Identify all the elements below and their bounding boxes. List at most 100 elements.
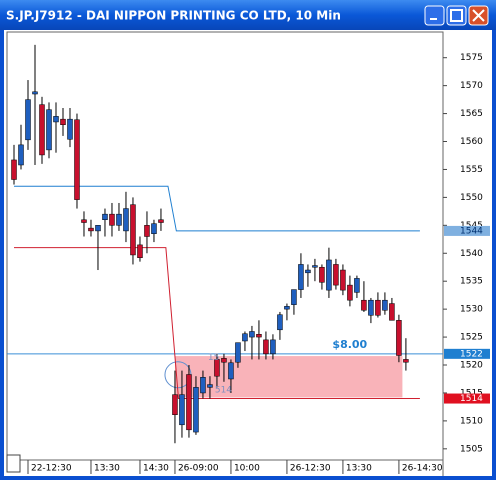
y-tick-label: 1570	[460, 81, 483, 91]
x-tick-label: 26-09:00	[178, 464, 219, 474]
candle-body	[382, 299, 388, 311]
candle-body	[249, 331, 255, 338]
candle-body	[277, 314, 283, 331]
x-tick-label: 22-12:30	[31, 464, 72, 474]
minimize-icon	[430, 18, 437, 20]
candle-body	[263, 339, 269, 355]
candle-body	[151, 223, 157, 234]
y-tick-label: 1535	[460, 277, 483, 287]
candle-body	[242, 333, 248, 342]
y-tick-label: 1550	[460, 193, 483, 203]
candle-body	[193, 387, 199, 433]
y-tick-label: 1510	[460, 416, 483, 426]
y-tick-label: 1540	[460, 249, 483, 259]
candle-body	[389, 303, 395, 321]
y-tick-label: 1525	[460, 333, 483, 343]
candle-body	[123, 208, 129, 232]
candle-body	[179, 394, 185, 426]
candle-body	[375, 299, 381, 316]
candle-body	[284, 306, 290, 310]
y-tick-label: 1520	[460, 361, 483, 371]
plot-layer: 1505 1510 1515 1520 1525 1530 1535 1540 1545 1550…	[7, 44, 490, 474]
candle-body	[95, 225, 101, 232]
level-label: 1522	[460, 349, 483, 359]
candle-body	[53, 116, 59, 123]
candle-body	[221, 358, 227, 363]
candle-body	[228, 362, 234, 380]
level-box	[444, 225, 490, 236]
candle-body	[67, 118, 73, 140]
indicator-line	[13, 247, 420, 400]
y-tick-label: 1505	[460, 444, 483, 454]
x-tick-label: 26-14:30	[402, 464, 443, 474]
candle-body	[116, 213, 122, 226]
window-title: S.JP.J7912 - DAI NIPPON PRINTING CO LTD,…	[6, 9, 341, 23]
level-label: 1544	[460, 226, 483, 236]
y-tick-label: 1565	[460, 109, 483, 119]
candle-body	[312, 265, 318, 268]
candle-body	[158, 219, 164, 223]
candle-body	[137, 244, 143, 258]
y-tick-label: 1515	[460, 388, 483, 398]
candle-body	[291, 289, 297, 305]
level-label: 1514	[460, 394, 483, 404]
candle-body	[46, 109, 52, 151]
candle-body	[25, 99, 31, 141]
annotation: $8.00	[332, 338, 367, 351]
candle-body	[326, 259, 332, 291]
level-box	[444, 393, 490, 404]
candle-body	[102, 213, 108, 220]
title-bar	[0, 0, 496, 30]
price-zone	[174, 356, 403, 398]
candle-body	[39, 104, 45, 156]
corner-box[interactable]	[6, 454, 21, 473]
candle-body	[81, 219, 87, 223]
x-tick-label: 10:00	[234, 464, 260, 474]
candle-body	[403, 359, 409, 363]
candle-body	[207, 384, 213, 388]
candle-body	[74, 119, 80, 200]
maximize-button[interactable]	[446, 5, 467, 26]
candle-body	[270, 339, 276, 355]
y-tick-label: 1560	[460, 137, 483, 147]
x-tick-label: 26-12:30	[290, 464, 331, 474]
candle-body	[298, 264, 304, 290]
level-box	[444, 348, 490, 359]
candle-body	[109, 213, 115, 226]
candle-body	[60, 118, 66, 126]
y-tick-label: 1555	[460, 165, 483, 175]
maximize-icon	[450, 9, 463, 22]
candle-body	[361, 299, 367, 311]
annotation: 514	[215, 386, 232, 396]
candle-body	[186, 374, 192, 431]
indicator-line	[13, 185, 420, 232]
candle-body	[214, 359, 220, 377]
x-tick-label: 13:30	[346, 464, 372, 474]
candle-body	[88, 227, 94, 232]
candle-body	[256, 334, 262, 338]
candle-body	[235, 342, 241, 363]
candle-body	[32, 91, 38, 95]
candle-body	[340, 269, 346, 291]
x-tick-label: 14:30	[143, 464, 169, 474]
candle-body	[305, 269, 311, 274]
minimize-button[interactable]	[424, 5, 445, 26]
candle-body	[319, 266, 325, 283]
candle-body	[18, 144, 24, 166]
annotation: 15	[208, 353, 219, 363]
candle-body	[11, 159, 17, 180]
candle-body	[200, 377, 206, 394]
candle-body	[354, 278, 360, 293]
candle-body	[396, 320, 402, 356]
y-tick-label: 1575	[460, 53, 483, 63]
candle-body	[130, 204, 136, 256]
candle-body	[347, 284, 353, 301]
candle-body	[368, 299, 374, 316]
y-tick-label: 1545	[460, 221, 483, 231]
candle-body	[172, 394, 178, 415]
candle-body	[144, 225, 150, 237]
x-tick-label: 13:30	[94, 464, 120, 474]
candle-body	[333, 264, 339, 286]
close-icon	[472, 9, 485, 22]
